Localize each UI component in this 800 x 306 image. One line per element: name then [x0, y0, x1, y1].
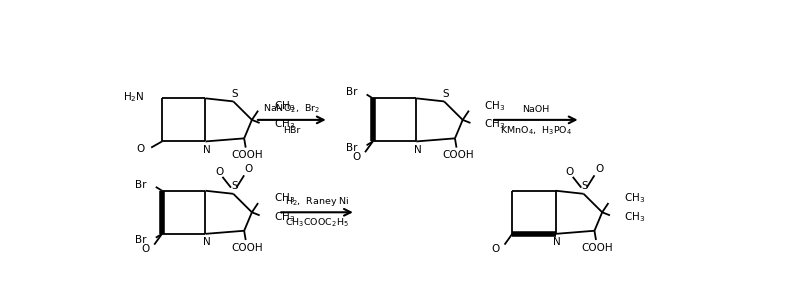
- Text: O: O: [352, 152, 361, 162]
- Text: Br: Br: [135, 235, 146, 245]
- Text: N: N: [554, 237, 561, 247]
- Text: S: S: [582, 181, 589, 191]
- Text: CH$_3$: CH$_3$: [274, 118, 295, 131]
- Text: O: O: [137, 144, 145, 154]
- Text: Br: Br: [135, 180, 146, 189]
- Text: O: O: [595, 164, 603, 174]
- Text: H$_2$,  Raney Ni: H$_2$, Raney Ni: [285, 195, 350, 208]
- Text: CH$_3$: CH$_3$: [274, 210, 295, 224]
- Text: O: O: [142, 244, 150, 254]
- Text: O: O: [566, 167, 574, 177]
- Text: N: N: [414, 145, 422, 155]
- Text: N: N: [203, 237, 211, 247]
- Text: COOH: COOH: [231, 243, 263, 253]
- Text: N: N: [203, 145, 211, 155]
- Text: CH$_3$: CH$_3$: [274, 192, 295, 205]
- Text: HBr: HBr: [283, 126, 301, 135]
- Text: CH$_3$: CH$_3$: [485, 118, 506, 131]
- Text: COOH: COOH: [442, 150, 474, 160]
- Text: NaOH: NaOH: [522, 105, 550, 114]
- Text: H$_2$N: H$_2$N: [123, 90, 145, 104]
- Text: KMnO$_4$,  H$_3$PO$_4$: KMnO$_4$, H$_3$PO$_4$: [500, 125, 572, 137]
- Text: CH$_3$COOC$_2$H$_5$: CH$_3$COOC$_2$H$_5$: [285, 217, 349, 229]
- Text: O: O: [245, 164, 253, 174]
- Text: S: S: [231, 181, 238, 191]
- Text: CH$_3$: CH$_3$: [274, 99, 295, 113]
- Text: COOH: COOH: [231, 150, 263, 160]
- Text: O: O: [215, 167, 223, 177]
- Text: NaNO$_2$,  Br$_2$: NaNO$_2$, Br$_2$: [263, 103, 321, 115]
- Text: Br: Br: [346, 87, 358, 97]
- Text: S: S: [231, 89, 238, 99]
- Text: CH$_3$: CH$_3$: [624, 210, 645, 224]
- Text: CH$_3$: CH$_3$: [624, 192, 645, 205]
- Text: COOH: COOH: [582, 243, 614, 253]
- Text: CH$_3$: CH$_3$: [485, 99, 506, 113]
- Text: S: S: [442, 89, 449, 99]
- Text: Br: Br: [346, 143, 358, 153]
- Text: O: O: [492, 244, 500, 254]
